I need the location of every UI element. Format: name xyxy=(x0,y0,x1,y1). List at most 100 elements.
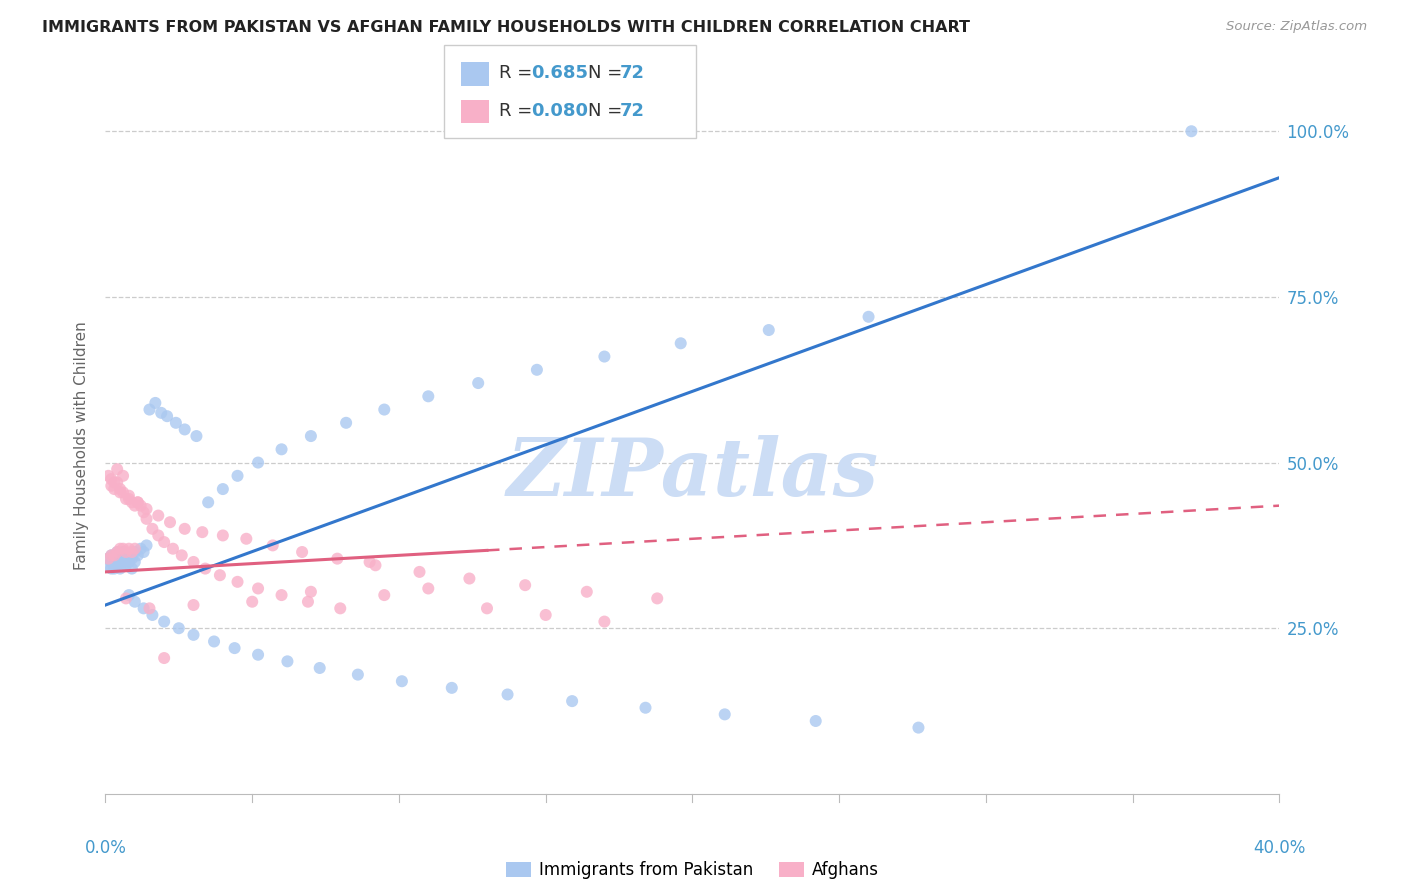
Point xyxy=(226,468,249,483)
Point xyxy=(186,429,208,443)
Point xyxy=(235,532,257,546)
Point xyxy=(108,541,131,556)
Point xyxy=(907,721,929,735)
Point xyxy=(418,389,440,403)
Point xyxy=(105,545,128,559)
Point xyxy=(135,538,157,552)
Point xyxy=(165,416,187,430)
Point xyxy=(364,558,387,573)
Y-axis label: Family Households with Children: Family Households with Children xyxy=(73,322,89,570)
Point xyxy=(97,551,120,566)
Text: 0.080: 0.080 xyxy=(531,102,589,120)
Point xyxy=(97,558,120,573)
Point xyxy=(121,545,143,559)
Point xyxy=(211,482,233,496)
Text: ZIPatlas: ZIPatlas xyxy=(506,435,879,513)
Point xyxy=(247,648,270,662)
Point xyxy=(183,598,205,612)
Point xyxy=(1180,124,1202,138)
Point xyxy=(162,541,184,556)
Point xyxy=(138,601,160,615)
Point xyxy=(575,584,598,599)
Point xyxy=(138,402,160,417)
Point xyxy=(124,595,146,609)
Point xyxy=(299,584,322,599)
Point xyxy=(170,549,193,563)
Point xyxy=(148,508,170,523)
Point xyxy=(247,456,270,470)
Point xyxy=(326,551,349,566)
Point xyxy=(208,568,231,582)
Point xyxy=(105,555,128,569)
Point xyxy=(308,661,330,675)
Point xyxy=(132,505,155,519)
Point xyxy=(112,468,135,483)
Text: 0.0%: 0.0% xyxy=(84,839,127,857)
Point xyxy=(112,541,135,556)
Point xyxy=(467,376,489,390)
Point xyxy=(103,482,125,496)
Point xyxy=(115,491,138,506)
Point xyxy=(515,578,537,592)
Point xyxy=(211,528,233,542)
Point xyxy=(129,499,152,513)
Point xyxy=(270,442,292,457)
Point xyxy=(247,582,270,596)
Point xyxy=(118,491,141,506)
Point xyxy=(118,489,141,503)
Point xyxy=(156,409,179,424)
Point xyxy=(153,535,176,549)
Point xyxy=(124,545,146,559)
Point xyxy=(153,651,176,665)
Point xyxy=(159,515,181,529)
Point xyxy=(115,551,138,566)
Point xyxy=(100,549,122,563)
Point xyxy=(115,558,138,573)
Text: N =: N = xyxy=(588,102,627,120)
Point xyxy=(645,591,668,606)
Point xyxy=(496,688,519,702)
Text: 40.0%: 40.0% xyxy=(1253,839,1306,857)
Text: 72: 72 xyxy=(620,64,645,82)
Text: Source: ZipAtlas.com: Source: ZipAtlas.com xyxy=(1226,20,1367,33)
Point xyxy=(276,654,298,668)
Point xyxy=(224,641,246,656)
Point xyxy=(191,525,214,540)
Point xyxy=(262,538,284,552)
Point xyxy=(105,462,128,476)
Point xyxy=(100,555,122,569)
Point xyxy=(135,512,157,526)
Point xyxy=(561,694,583,708)
Point xyxy=(108,561,131,575)
Point xyxy=(108,549,131,563)
Point xyxy=(291,545,314,559)
Point xyxy=(153,615,176,629)
Point xyxy=(124,541,146,556)
Point xyxy=(103,561,125,575)
Point xyxy=(173,422,195,436)
Point xyxy=(297,595,319,609)
Point xyxy=(373,402,395,417)
Point xyxy=(167,621,190,635)
Text: IMMIGRANTS FROM PAKISTAN VS AFGHAN FAMILY HOUSEHOLDS WITH CHILDREN CORRELATION C: IMMIGRANTS FROM PAKISTAN VS AFGHAN FAMIL… xyxy=(42,20,970,35)
Point xyxy=(127,495,149,509)
Point xyxy=(124,499,146,513)
Point xyxy=(108,485,131,500)
Point xyxy=(240,595,263,609)
Point xyxy=(103,549,125,563)
Text: 0.685: 0.685 xyxy=(531,64,589,82)
Point xyxy=(141,607,163,622)
Point xyxy=(121,495,143,509)
Point xyxy=(804,714,827,728)
Point xyxy=(103,475,125,490)
Point xyxy=(391,674,413,689)
Point xyxy=(593,350,616,364)
Point xyxy=(105,545,128,559)
Point xyxy=(118,541,141,556)
Point xyxy=(148,528,170,542)
Point xyxy=(135,502,157,516)
Point xyxy=(100,549,122,563)
Point xyxy=(112,555,135,569)
Point xyxy=(118,588,141,602)
Point xyxy=(197,495,219,509)
